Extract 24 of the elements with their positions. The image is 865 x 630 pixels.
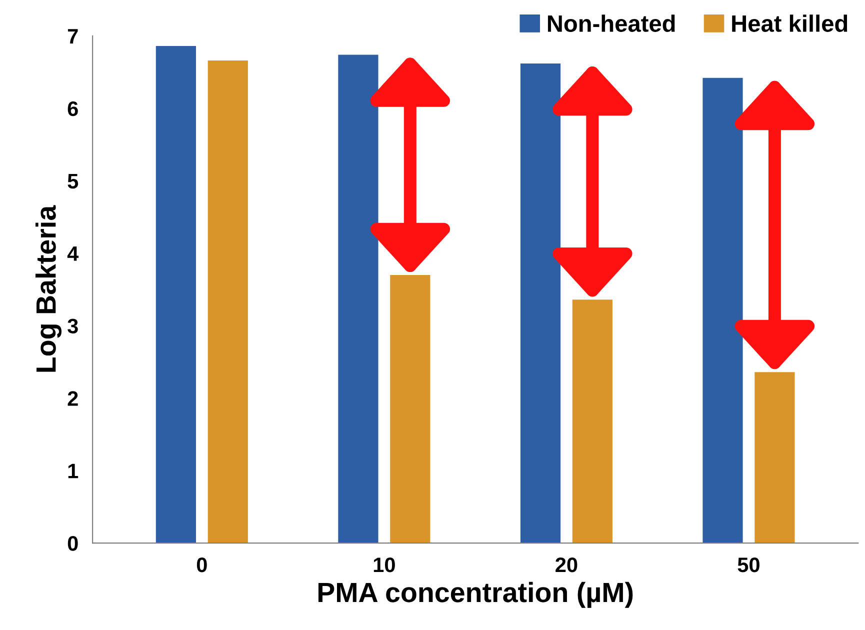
bar (702, 78, 743, 544)
legend-label: Heat killed (732, 14, 848, 32)
bar (520, 63, 561, 544)
legend-label: Non-heated (548, 14, 675, 32)
bar (338, 54, 378, 544)
y-tick-label: 1 (68, 464, 78, 478)
y-tick-label: 3 (68, 318, 78, 334)
bar (390, 274, 430, 544)
y-axis-title: Log Bakteria (36, 205, 62, 372)
x-axis-title: PMA concentration (µM) (318, 582, 633, 608)
bar (156, 46, 196, 544)
y-tick-label: 0 (68, 536, 78, 551)
x-tick-label: 50 (738, 558, 760, 572)
y-tick-label: 7 (68, 29, 78, 44)
y-tick-label: 5 (68, 174, 78, 189)
y-tick-label: 4 (67, 246, 79, 261)
bar (572, 300, 612, 544)
y-tick-label: 2 (68, 391, 78, 406)
x-tick-label: 10 (374, 558, 395, 572)
y-tick-label: 6 (68, 101, 78, 116)
bar (754, 372, 795, 544)
bar (208, 60, 248, 544)
x-tick-label: 20 (556, 558, 578, 572)
x-tick-label: 0 (196, 558, 207, 572)
